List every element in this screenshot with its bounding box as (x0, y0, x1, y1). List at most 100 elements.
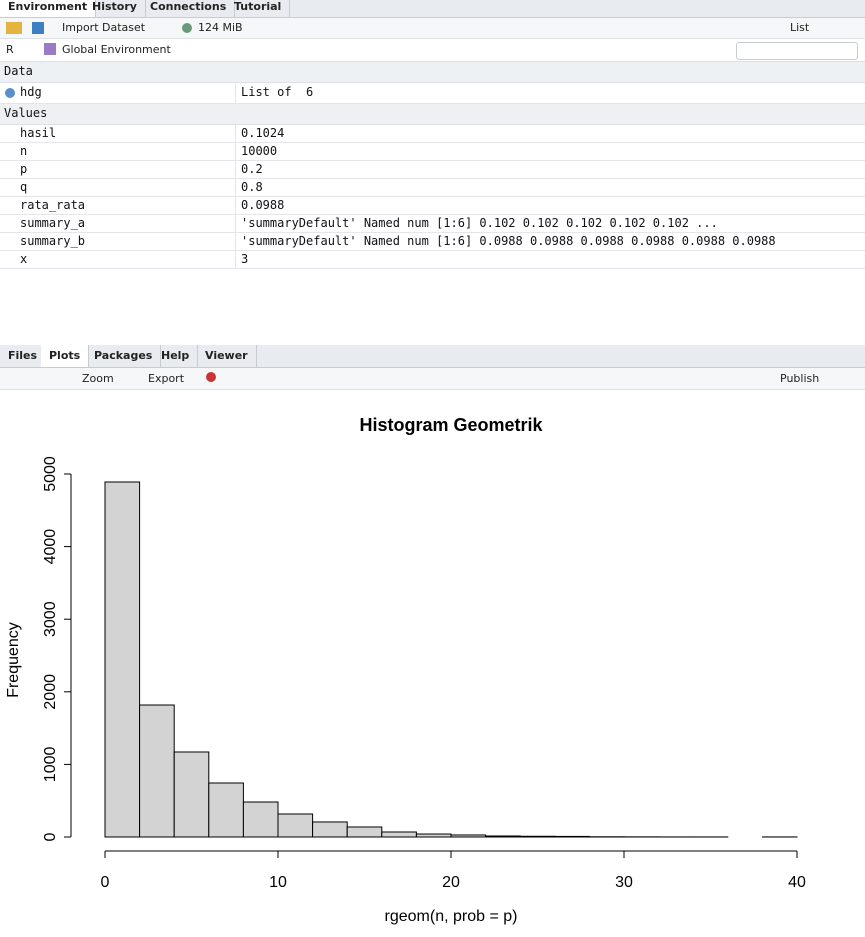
x-tick-label: 10 (269, 874, 287, 891)
variable-row[interactable]: n 10000 (0, 143, 865, 161)
y-tick-label: 0 (42, 832, 59, 841)
bar (312, 821, 348, 838)
remove-plot[interactable] (206, 372, 216, 382)
column-divider (235, 215, 236, 232)
load-icon[interactable] (6, 22, 22, 34)
bar (173, 751, 210, 838)
section-header: Values (0, 104, 865, 125)
variable-value: 3 (241, 251, 249, 266)
environment-select[interactable]: Global Environment (62, 43, 171, 56)
tab[interactable]: Files (0, 345, 47, 367)
x-tick-label: 20 (442, 874, 460, 891)
tab[interactable]: Plots (41, 345, 90, 367)
variable-value: 'summaryDefault' Named num [1:6] 0.0988 … (241, 233, 776, 248)
tab[interactable]: History (84, 0, 146, 17)
section-title: Values (4, 106, 48, 120)
save-icon[interactable] (32, 22, 44, 34)
variable-row[interactable]: hdg List of 6 (0, 83, 865, 104)
expand-icon[interactable] (5, 88, 15, 98)
memory-usage[interactable]: 124 MiB (198, 21, 243, 34)
column-divider (235, 83, 236, 103)
variable-name: hasil (20, 125, 57, 140)
env-toolbar: Import Dataset 124 MiB List (0, 18, 865, 39)
bar (554, 835, 590, 838)
bar (415, 833, 452, 838)
variable-name: p (20, 161, 28, 176)
bar (381, 831, 417, 838)
section-header: Data (0, 62, 865, 83)
tab[interactable]: Help (153, 345, 199, 367)
variable-name: summary_a (20, 215, 86, 230)
scope-bar: R Global Environment (0, 39, 865, 62)
y-tick-label: 2000 (42, 674, 59, 710)
column-divider (235, 125, 236, 142)
variable-value: 'summaryDefault' Named num [1:6] 0.102 0… (241, 215, 718, 230)
variable-row[interactable]: hasil 0.1024 (0, 125, 865, 143)
bar (346, 826, 383, 838)
import-button[interactable]: Import Dataset (62, 21, 146, 34)
env-icon (44, 43, 56, 55)
x-tick-label: 0 (101, 874, 110, 891)
variable-row[interactable]: summary_a 'summaryDefault' Named num [1:6… (0, 215, 865, 233)
column-divider (235, 251, 236, 268)
column-divider (235, 179, 236, 196)
environment-list: Data hdg List of 6 Values hasil 0.1024 n 10000 p… (0, 62, 865, 342)
variable-value: 10000 (241, 143, 278, 158)
y-tick-label: 3000 (42, 601, 59, 637)
variable-name: q (20, 179, 28, 194)
bar (208, 782, 244, 838)
column-divider (235, 161, 236, 178)
bar (277, 813, 314, 838)
y-tick-label: 5000 (42, 456, 59, 492)
bar (104, 481, 141, 838)
variable-value: List of 6 (241, 85, 314, 99)
bar (242, 801, 279, 838)
tab[interactable]: Environment (0, 0, 97, 17)
zoom-button[interactable]: Zoom (82, 372, 114, 385)
plots-tabbar: Files Plots Packages Help Viewer (0, 345, 865, 368)
variable-value: 0.1024 (241, 125, 285, 140)
x-axis-label: rgeom(n, prob = p) (385, 908, 518, 925)
variable-name: n (20, 143, 28, 158)
section-title: Data (4, 64, 33, 78)
variable-name: x (20, 251, 28, 266)
search-box[interactable] (736, 42, 858, 60)
histogram: Histogram Geometrik rgeom(n, prob = p) F… (5, 415, 806, 925)
bar (139, 704, 175, 838)
memory-icon (182, 23, 192, 33)
variable-row[interactable]: summary_b 'summaryDefault' Named num [1:6… (0, 233, 865, 251)
language[interactable]: R (6, 43, 14, 56)
plots-toolbar: Zoom Export Publish (0, 368, 865, 390)
view-mode[interactable]: List (790, 21, 810, 34)
variable-row[interactable]: rata_rata 0.0988 (0, 197, 865, 215)
bar (450, 834, 487, 838)
tab[interactable]: Viewer (197, 345, 257, 367)
chart-title: Histogram Geometrik (359, 415, 543, 435)
variable-row[interactable]: q 0.8 (0, 179, 865, 197)
export-button[interactable]: Export (148, 372, 185, 385)
variable-name: summary_b (20, 233, 86, 248)
variable-name: rata_rata (20, 197, 86, 212)
variable-value: 0.2 (241, 161, 263, 176)
column-divider (235, 233, 236, 250)
column-divider (235, 143, 236, 160)
tab[interactable]: Tutorial (226, 0, 291, 17)
column-divider (235, 197, 236, 214)
y-tick-label: 1000 (42, 747, 59, 783)
tab[interactable]: Connections (142, 0, 236, 17)
variable-value: 0.8 (241, 179, 263, 194)
variable-name: hdg (20, 85, 42, 99)
y-tick-label: 4000 (42, 529, 59, 565)
x-tick-label: 30 (615, 874, 633, 891)
bar (519, 835, 556, 838)
bar (485, 835, 521, 838)
env-tabbar: Environment History Connections Tutorial (0, 0, 865, 18)
tab[interactable]: Packages (86, 345, 162, 367)
publish-button[interactable]: Publish (780, 372, 820, 385)
variable-value: 0.0988 (241, 197, 285, 212)
variable-row[interactable]: p 0.2 (0, 161, 865, 179)
x-tick-label: 40 (788, 874, 806, 891)
